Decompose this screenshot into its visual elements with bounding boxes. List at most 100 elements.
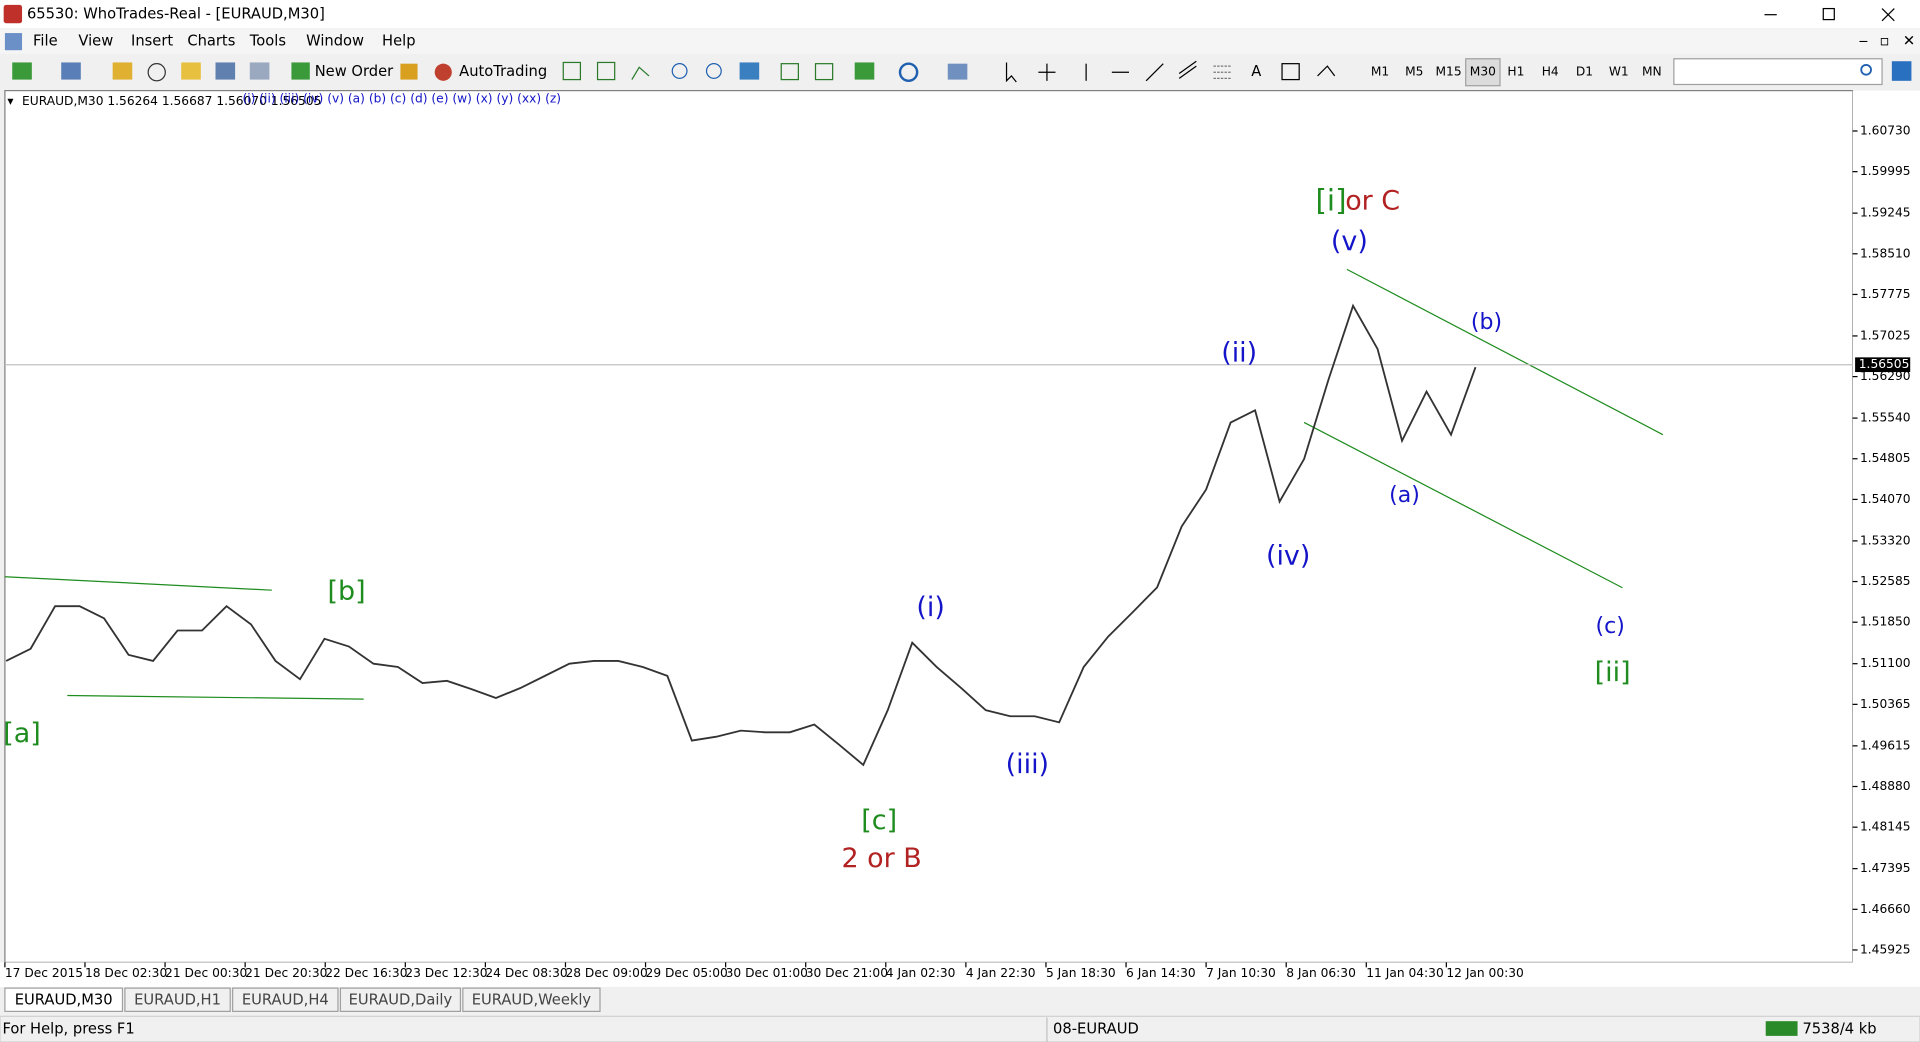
price-tick-label: 1.57775 [1860, 287, 1911, 301]
auto-trading-button[interactable]: AutoTrading [459, 63, 547, 80]
icon[interactable] [705, 63, 722, 79]
chart-tab-label[interactable]: EURAUD,Weekly [472, 991, 592, 1008]
time-label: 22 Dec 16:30 [325, 966, 407, 980]
price-tick-label: 1.57025 [1860, 328, 1911, 342]
icon[interactable]: A [1251, 63, 1261, 80]
timeframe-button[interactable]: M1 [1371, 65, 1389, 79]
chart-tab-label[interactable]: EURAUD,H4 [242, 991, 329, 1008]
current-price-box [1855, 357, 1911, 373]
menu-item[interactable]: File [33, 33, 58, 50]
close-button[interactable] [1881, 8, 1895, 22]
icon[interactable] [780, 63, 799, 81]
icon[interactable] [1038, 63, 1056, 81]
icon[interactable] [61, 62, 81, 80]
icon[interactable] [671, 63, 688, 79]
doc-icon [4, 33, 23, 51]
active-timeframe-frame [1465, 58, 1501, 87]
icon[interactable] [400, 63, 418, 80]
wave-label: (b) [1471, 310, 1502, 335]
time-label: 12 Jan 00:30 [1446, 966, 1523, 980]
chart-area[interactable] [4, 89, 1854, 964]
chart-tab-label[interactable]: EURAUD,M30 [15, 991, 113, 1008]
icon[interactable] [562, 61, 582, 81]
trend-line [67, 694, 364, 700]
wave-label: (iv) [1266, 541, 1310, 572]
icon[interactable] [1281, 63, 1300, 81]
icon[interactable] [1317, 65, 1336, 77]
icon[interactable] [947, 63, 968, 80]
time-label: 21 Dec 20:30 [245, 966, 327, 980]
timeframe-button[interactable]: M30 [1470, 65, 1496, 79]
chart-tab[interactable] [462, 987, 601, 1013]
menu-item[interactable]: Help [382, 33, 415, 50]
time-label: 7 Jan 10:30 [1206, 966, 1276, 980]
icon[interactable] [1178, 60, 1197, 79]
icon[interactable] [898, 62, 919, 83]
icon[interactable] [1213, 65, 1231, 79]
icon[interactable] [1005, 62, 1017, 83]
menu-item[interactable]: Insert [131, 33, 173, 50]
menu-item[interactable]: View [78, 33, 113, 50]
search-icon[interactable] [1860, 63, 1872, 76]
icon[interactable] [1145, 63, 1164, 82]
icon[interactable] [814, 63, 834, 81]
message-icon[interactable] [1891, 61, 1912, 81]
chart-header: EURAUD,M30 1.56264 1.56687 1.56070 1.565… [22, 94, 321, 108]
icon[interactable] [854, 62, 875, 80]
menu-bar [0, 29, 1920, 54]
new-order-button[interactable]: New Order [315, 63, 394, 80]
icon[interactable] [181, 62, 201, 80]
timeframe-button[interactable]: M5 [1405, 65, 1423, 79]
icon[interactable] [596, 61, 616, 81]
price-tick-label: 1.59995 [1860, 164, 1911, 178]
icon[interactable] [291, 62, 310, 80]
title-bar [0, 0, 1920, 29]
time-label: 28 Dec 09:00 [565, 966, 647, 980]
search-box[interactable] [1673, 58, 1883, 86]
child-min[interactable]: ‒ [1859, 33, 1868, 50]
chart-tab[interactable] [4, 987, 124, 1013]
timeframe-button[interactable]: H4 [1542, 65, 1559, 79]
menu-item[interactable]: Tools [249, 33, 286, 50]
menu-item[interactable]: Charts [187, 33, 235, 50]
price-tick-label: 1.48880 [1860, 779, 1911, 793]
icon[interactable] [215, 62, 236, 80]
chart-tab[interactable] [124, 987, 231, 1013]
price-tick-label: 1.51850 [1860, 615, 1911, 629]
icon[interactable] [739, 62, 760, 80]
chart-tab[interactable] [232, 987, 339, 1013]
chart-tab-label[interactable]: EURAUD,Daily [349, 991, 453, 1008]
wave-label: (v) [1331, 226, 1368, 257]
wave-label: (ii) [1221, 337, 1257, 368]
timeframe-button[interactable]: H1 [1507, 65, 1524, 79]
price-tick-label: 1.59245 [1860, 206, 1911, 220]
wave-label: [b] [327, 576, 365, 607]
wave-toolbar[interactable]: (i) (ii) (iii) (iv) (v) (a) (b) (c) (d) … [242, 92, 561, 106]
chart-tab[interactable] [339, 987, 462, 1013]
status-bar [0, 1015, 1920, 1042]
time-label: 18 Dec 02:30 [85, 966, 167, 980]
price-tick-label: 1.48145 [1860, 820, 1911, 834]
price-tick-label: 1.52585 [1860, 574, 1911, 588]
child-close[interactable]: ✕ [1903, 33, 1915, 50]
timeframe-button[interactable]: W1 [1609, 65, 1629, 79]
price-tick-label: 1.45925 [1860, 942, 1911, 956]
status-traffic: 7538/4 kb [1802, 1021, 1876, 1038]
menu-item[interactable]: Window [306, 33, 364, 50]
icon[interactable] [12, 62, 32, 80]
icon[interactable] [631, 66, 650, 80]
icon[interactable] [434, 63, 452, 81]
child-restore[interactable]: ▫ [1880, 33, 1890, 50]
wave-label: (i) [916, 592, 945, 623]
timeframe-button[interactable]: M15 [1436, 65, 1462, 79]
icon[interactable] [112, 62, 133, 80]
timeframe-button[interactable]: MN [1642, 65, 1662, 79]
icon[interactable] [147, 63, 166, 82]
time-label: 8 Jan 06:30 [1286, 966, 1356, 980]
restore-button[interactable] [1822, 7, 1835, 21]
chart-tab-label[interactable]: EURAUD,H1 [134, 991, 221, 1008]
timeframe-button[interactable]: D1 [1576, 65, 1593, 79]
window-title: 65530: WhoTrades-Real - [EURAUD,M30] [27, 6, 325, 23]
toolbar-icons: A [12, 58, 1912, 87]
icon[interactable] [249, 62, 270, 80]
